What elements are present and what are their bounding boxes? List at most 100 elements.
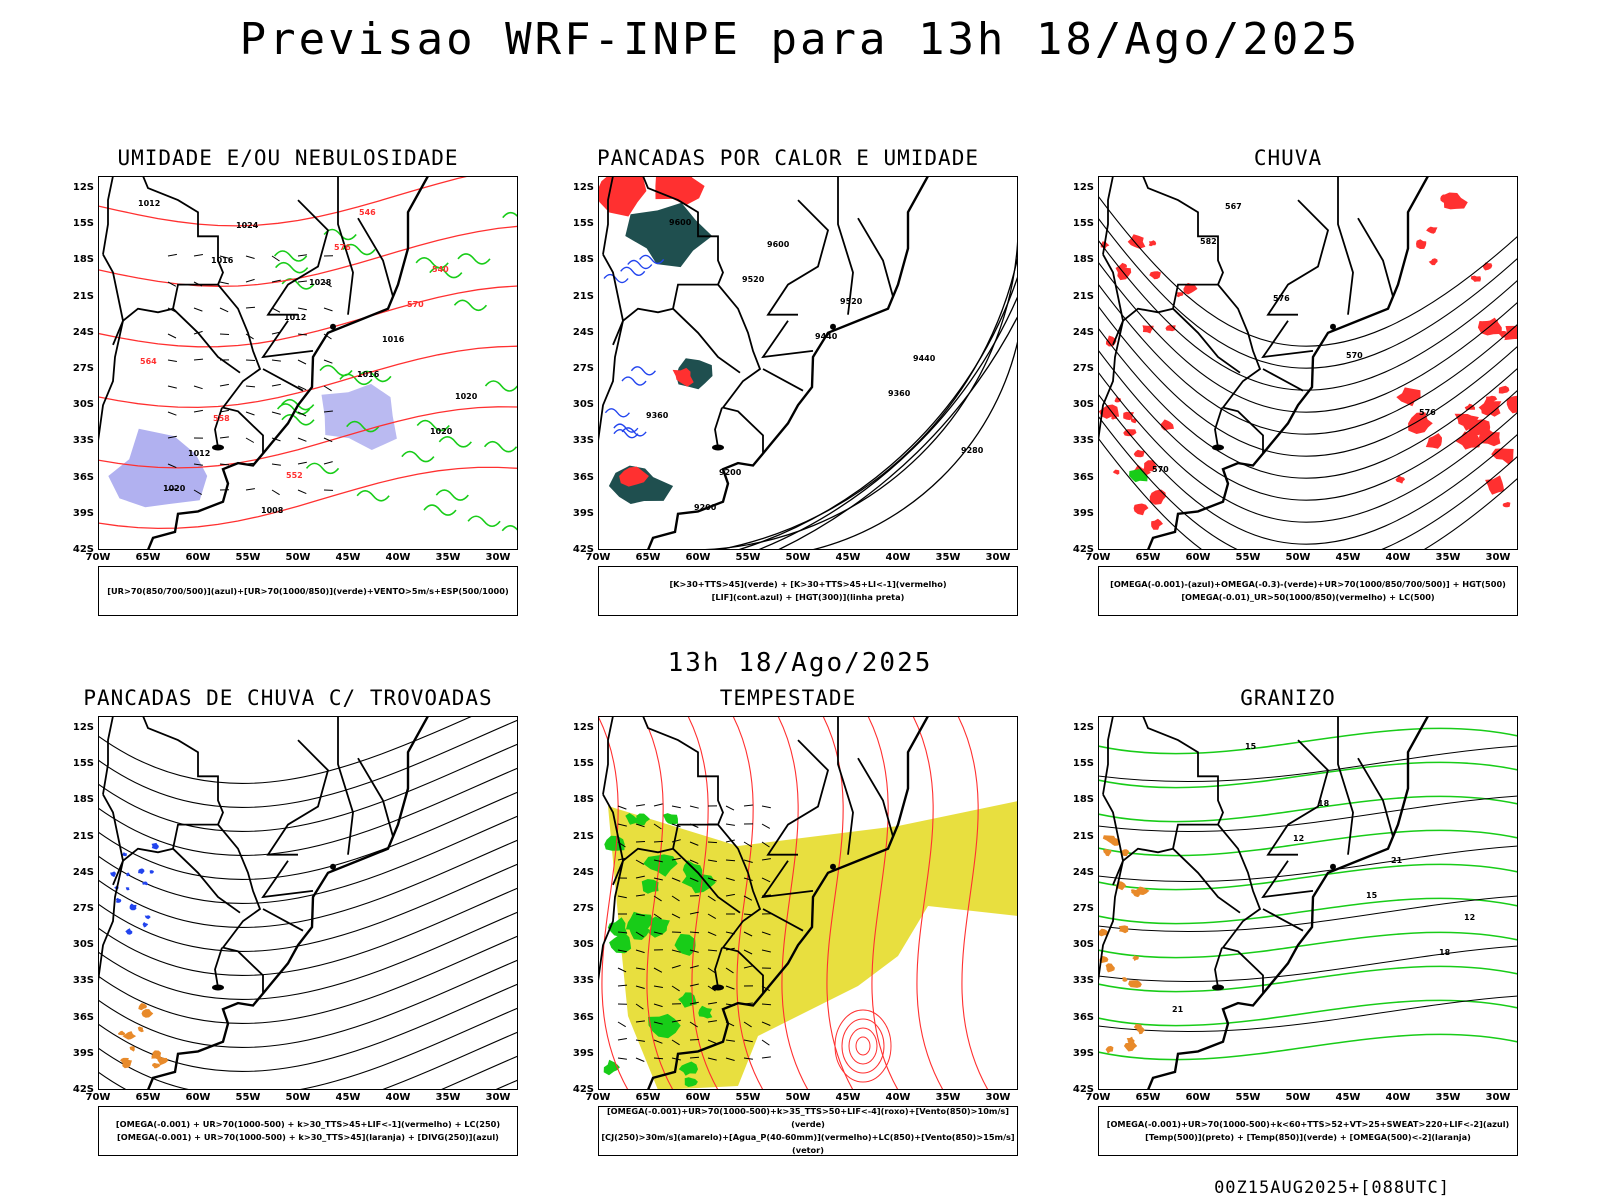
lat-tick-label: 39S [572,1047,594,1059]
lat-tick-label: 33S [1072,435,1094,447]
wind-vector [167,411,177,416]
wind-shade [681,868,716,894]
map-canvas: 1012 1016 1012 1016 1020 1020 1024 1028 1016 1020… [98,176,518,550]
lon-tick-label: 45W [335,1092,361,1103]
state-border [714,407,723,448]
wind-vector [245,306,256,309]
lon-tick-label: 65W [135,552,161,563]
wind-vector [219,383,229,387]
lat-tick-label: 42S [572,544,594,555]
green-contour [276,403,311,415]
rain-shade [1506,395,1518,414]
wind-vector [617,949,627,953]
contour-label: 15 [1245,742,1257,751]
map-area: 582 576 570 576 570 567 12S 15S 18S 21S 24S 27S 30S 3… [1073,176,1518,563]
lat-tick-label: 15S [1072,758,1094,770]
contour-label: 564 [140,357,157,366]
lon-tick-label: 45W [835,1092,861,1103]
wind-vector [617,931,628,934]
lon-tick-label: 30W [1485,1092,1511,1103]
map-area: 12S 15S 18S 21S 24S 27S 30S 33S 36S 39S 42S 70W 65W 6… [573,716,1018,1103]
lon-tick-label: 70W [585,1092,611,1103]
state-border [837,176,854,315]
run-label: 00Z15AUG2025+[088UTC] [1214,1178,1450,1198]
lat-tick-label: 42S [572,1084,594,1095]
lif-contour [621,427,647,437]
state-border [1098,793,1124,1021]
temp850-contour [1098,897,1518,925]
lon-tick-label: 55W [735,1092,761,1103]
wind-vector [689,1021,698,1028]
contour-label: 1020 [163,484,186,493]
streamline [439,1055,518,1090]
omega-shade [1121,849,1130,856]
hgt-contour [737,275,1018,550]
wind-vector [323,281,332,288]
wind-vector [617,1021,626,1028]
rain-shade [1486,395,1498,405]
wind-shade [678,1061,698,1076]
lat-tick-label: 24S [72,326,94,338]
coastline [146,716,430,1090]
state-border [98,253,124,481]
streamline [1098,393,1518,545]
state-border [102,176,114,255]
legend-box: [K>30+TTS>45](verde) + [K>30+TTS>45+LI<-… [598,566,1018,616]
streamline [98,863,518,952]
wind-vector [743,895,753,901]
wind-vector [671,857,681,861]
contour-label: 576 [1273,294,1290,303]
contour-label: 9440 [815,332,838,341]
lon-tick-label: 50W [785,552,811,563]
lon-tick-label: 30W [485,552,511,563]
streamline [98,743,518,832]
lat-tick-label: 12S [72,182,94,194]
lif-contour [603,273,629,284]
lon-tick-label: 70W [585,552,611,563]
wind-vector [271,307,281,313]
wind-vector [653,859,663,863]
rain-shade [1183,282,1198,295]
legend-line: [LIF](cont.azul) + [HGT(300)](linha pret… [711,592,905,602]
wind-vector [297,385,307,391]
lat-tick-label: 36S [72,1011,94,1023]
state-border [337,716,354,855]
city-mark [330,863,336,870]
lat-tick-label: 21S [1072,830,1094,842]
wind-vector [193,254,203,257]
legend-line: [OMEGA(-0.001)-(azul)+OMEGA(-0.3)-(verde… [1110,579,1506,589]
state-border [172,308,241,374]
state-border [1098,253,1124,481]
lon-tick-label: 50W [285,1092,311,1103]
lon-tick-label: 40W [885,1092,911,1103]
lon-tick-label: 55W [1235,1092,1261,1103]
contour-label: 9360 [646,411,669,420]
rain-shade [1127,234,1146,249]
map-canvas [598,716,1018,1090]
lon-tick-label: 40W [885,552,911,563]
streamline [98,911,518,1000]
wind-vector [761,1003,772,1006]
city-mark [1330,323,1336,330]
wind-vector [193,307,203,312]
lat-tick-label: 39S [72,1047,94,1059]
state-border [714,947,723,988]
lon-tick-label: 60W [185,1092,211,1103]
state-border [357,217,394,297]
streamline [98,1031,518,1090]
lif-contour [627,259,653,270]
lat-tick-label: 12S [572,722,594,734]
contour-label: 567 [1225,202,1242,211]
lc-eddy [841,1018,885,1074]
hgt-contour [757,295,1018,550]
streamline [1098,305,1518,457]
streamline [98,767,518,856]
city-mark [830,323,836,330]
lat-tick-label: 30S [572,399,594,411]
lon-tick-label: 65W [1135,1092,1161,1103]
contour-label: 1016 [211,256,234,265]
panel-title: GRANIZO [1240,686,1336,710]
streamline [98,887,518,976]
green-contour [501,524,518,532]
contour-label: 18 [1439,948,1451,957]
